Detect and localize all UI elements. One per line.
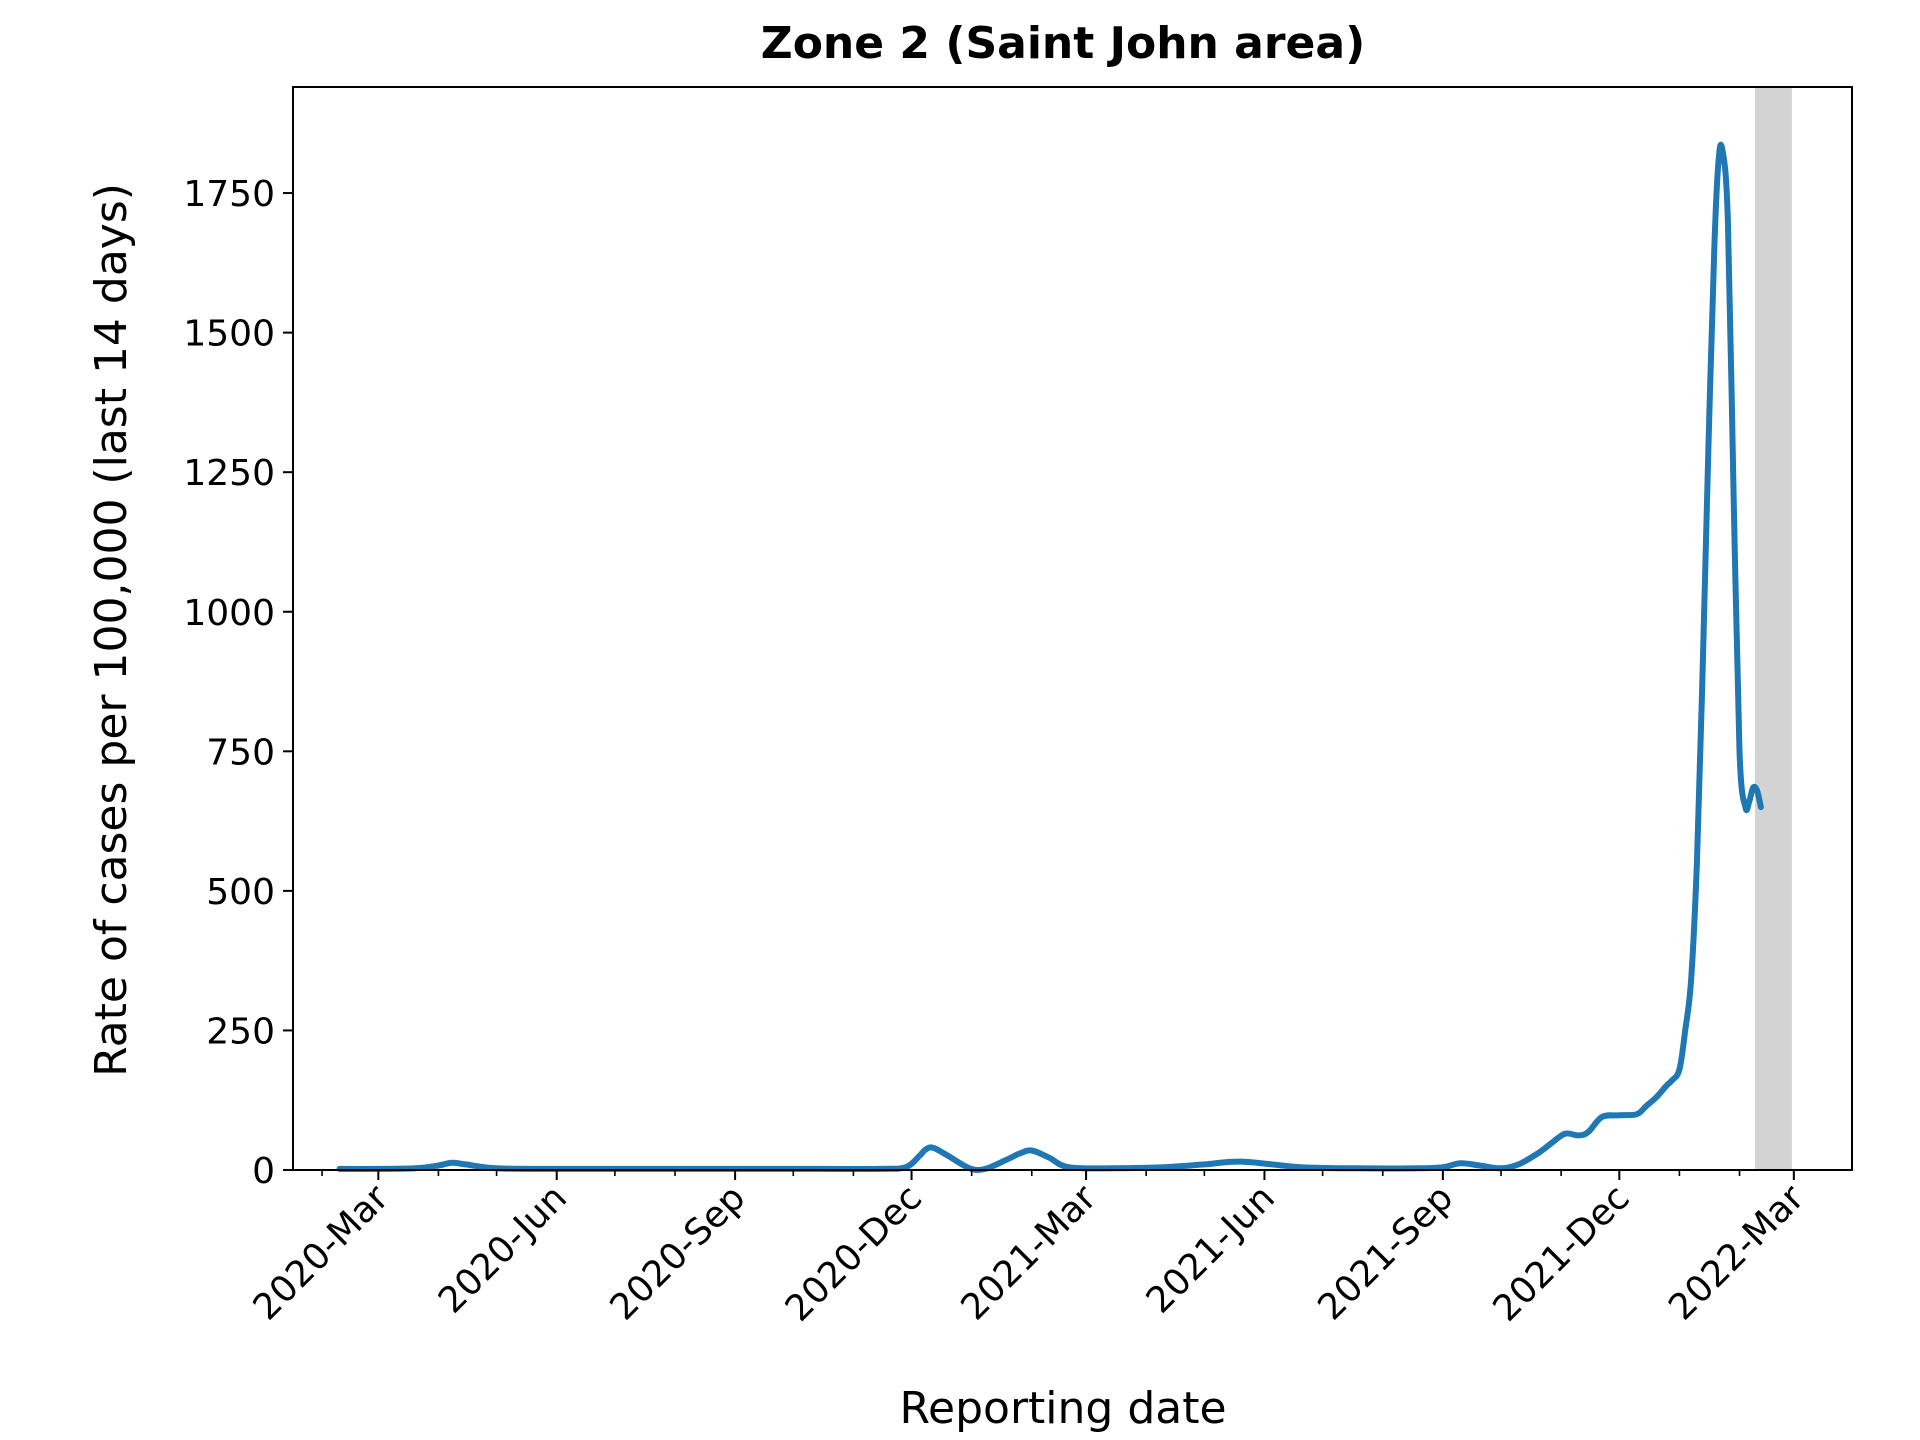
y-tick-label: 1250: [183, 453, 275, 494]
chart-title: Zone 2 (Saint John area): [761, 18, 1365, 69]
shaded-region: [1755, 87, 1792, 1170]
y-tick-label: 0: [252, 1151, 275, 1192]
plot-frame: [292, 86, 1853, 1171]
series-line: [336, 141, 1764, 1174]
shaded-region-layer: [1755, 87, 1792, 1170]
y-tick-label: 1750: [183, 174, 275, 215]
y-tick-label: 500: [206, 872, 275, 913]
y-tick-label: 250: [206, 1011, 275, 1052]
y-axis-label: Rate of cases per 100,000 (last 14 days): [86, 183, 137, 1077]
y-axis-ticks: 0 250 500 750 1000 1250 1500 1750: [183, 174, 293, 1192]
x-axis-label: Reporting date: [899, 1383, 1226, 1434]
y-tick-label: 750: [206, 732, 275, 773]
series-line-layer: [336, 141, 1764, 1174]
y-tick-label: 1000: [183, 593, 275, 634]
y-tick-label: 1500: [183, 314, 275, 355]
